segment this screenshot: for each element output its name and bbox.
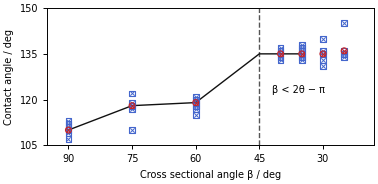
Point bbox=[299, 59, 305, 61]
Point bbox=[341, 55, 347, 58]
Point bbox=[129, 104, 135, 107]
Point bbox=[129, 104, 135, 107]
Point bbox=[341, 55, 347, 58]
Point bbox=[129, 107, 135, 110]
Point bbox=[277, 55, 284, 58]
Point bbox=[341, 52, 347, 55]
Point bbox=[193, 95, 199, 98]
Point bbox=[65, 129, 71, 132]
Point bbox=[277, 52, 284, 55]
Point bbox=[341, 22, 347, 25]
Point bbox=[341, 52, 347, 55]
Point bbox=[320, 49, 326, 52]
Point bbox=[320, 65, 326, 68]
Point bbox=[299, 43, 305, 46]
Point bbox=[65, 129, 71, 132]
Point bbox=[193, 104, 199, 107]
Point bbox=[65, 123, 71, 125]
Point bbox=[277, 46, 284, 49]
Point bbox=[299, 55, 305, 58]
Point bbox=[193, 107, 199, 110]
Point bbox=[193, 101, 199, 104]
Point bbox=[193, 113, 199, 116]
Point bbox=[320, 65, 326, 68]
Point bbox=[193, 107, 199, 110]
Point bbox=[277, 52, 284, 55]
Point bbox=[277, 49, 284, 52]
Point bbox=[129, 129, 135, 132]
Point bbox=[299, 52, 305, 55]
Point bbox=[320, 37, 326, 40]
Point bbox=[320, 52, 326, 55]
Point bbox=[65, 138, 71, 141]
Point bbox=[129, 101, 135, 104]
Point bbox=[341, 49, 347, 52]
Point bbox=[277, 46, 284, 49]
Point bbox=[320, 59, 326, 61]
X-axis label: Cross sectional angle β / deg: Cross sectional angle β / deg bbox=[140, 170, 281, 180]
Point bbox=[277, 49, 284, 52]
Point bbox=[129, 101, 135, 104]
Point bbox=[320, 52, 326, 55]
Point bbox=[277, 59, 284, 61]
Point bbox=[193, 101, 199, 104]
Text: β < 2θ − π: β < 2θ − π bbox=[272, 85, 325, 95]
Point bbox=[129, 107, 135, 110]
Point bbox=[299, 49, 305, 52]
Point bbox=[65, 119, 71, 122]
Point bbox=[320, 52, 326, 55]
Point bbox=[129, 104, 135, 107]
Point bbox=[129, 129, 135, 132]
Point bbox=[299, 52, 305, 55]
Point bbox=[320, 59, 326, 61]
Point bbox=[193, 101, 199, 104]
Point bbox=[193, 95, 199, 98]
Point bbox=[320, 52, 326, 55]
Point bbox=[65, 129, 71, 132]
Point bbox=[341, 22, 347, 25]
Point bbox=[299, 55, 305, 58]
Point bbox=[299, 49, 305, 52]
Point bbox=[193, 104, 199, 107]
Point bbox=[341, 49, 347, 52]
Point bbox=[65, 138, 71, 141]
Point bbox=[65, 125, 71, 128]
Point bbox=[299, 59, 305, 61]
Point bbox=[277, 52, 284, 55]
Point bbox=[129, 104, 135, 107]
Point bbox=[299, 46, 305, 49]
Point bbox=[65, 132, 71, 135]
Point bbox=[341, 49, 347, 52]
Point bbox=[299, 46, 305, 49]
Point bbox=[320, 37, 326, 40]
Point bbox=[193, 101, 199, 104]
Point bbox=[193, 113, 199, 116]
Point bbox=[193, 98, 199, 101]
Point bbox=[129, 92, 135, 95]
Point bbox=[299, 52, 305, 55]
Y-axis label: Contact angle / deg: Contact angle / deg bbox=[4, 29, 14, 125]
Point bbox=[65, 119, 71, 122]
Point bbox=[193, 98, 199, 101]
Point bbox=[277, 59, 284, 61]
Point bbox=[129, 92, 135, 95]
Point bbox=[341, 49, 347, 52]
Point bbox=[277, 55, 284, 58]
Point bbox=[65, 123, 71, 125]
Point bbox=[65, 132, 71, 135]
Point bbox=[277, 52, 284, 55]
Point bbox=[299, 43, 305, 46]
Point bbox=[65, 125, 71, 128]
Point bbox=[65, 129, 71, 132]
Point bbox=[299, 52, 305, 55]
Point bbox=[320, 49, 326, 52]
